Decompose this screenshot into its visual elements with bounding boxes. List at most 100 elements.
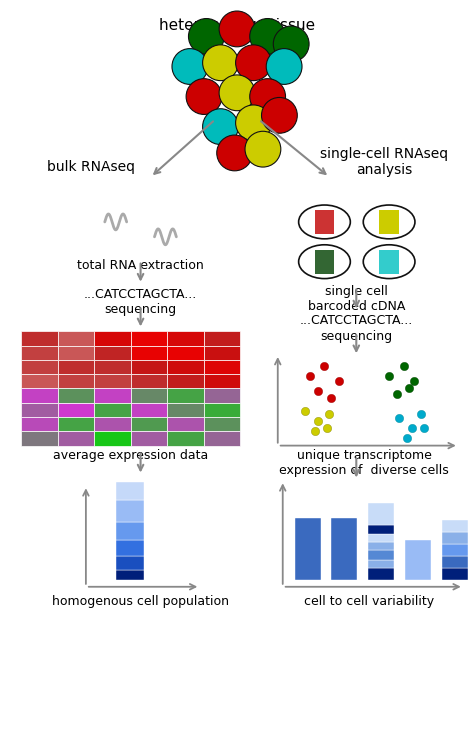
Circle shape — [250, 79, 285, 114]
Text: cell to cell variability: cell to cell variability — [304, 595, 434, 608]
Bar — [167, 331, 203, 345]
Circle shape — [172, 48, 208, 85]
Bar — [116, 556, 144, 570]
Bar — [442, 556, 468, 568]
Bar — [203, 331, 240, 345]
Bar — [203, 417, 240, 432]
Bar — [379, 210, 399, 234]
Bar — [167, 345, 203, 360]
Bar — [58, 403, 94, 417]
Text: sequencing: sequencing — [320, 330, 392, 343]
Bar — [442, 532, 468, 544]
Bar — [203, 345, 240, 360]
Circle shape — [202, 45, 238, 81]
Text: heterogenous tissue: heterogenous tissue — [159, 18, 315, 33]
Bar — [167, 432, 203, 445]
Bar — [94, 374, 131, 389]
Bar — [116, 570, 144, 580]
Bar — [315, 249, 335, 274]
Text: total RNA extraction: total RNA extraction — [77, 259, 204, 271]
Bar — [58, 432, 94, 445]
Bar — [368, 503, 394, 525]
Bar — [94, 331, 131, 345]
Bar — [131, 417, 167, 432]
Text: sequencing: sequencing — [104, 303, 177, 317]
Circle shape — [262, 98, 297, 133]
Text: homogenous cell population: homogenous cell population — [52, 595, 229, 608]
Ellipse shape — [299, 245, 350, 279]
Bar — [21, 331, 58, 345]
Circle shape — [266, 48, 302, 85]
Circle shape — [236, 45, 272, 81]
Ellipse shape — [363, 205, 415, 239]
Circle shape — [219, 75, 255, 110]
Text: single cell
barcoded cDNA: single cell barcoded cDNA — [308, 284, 405, 312]
Circle shape — [186, 79, 222, 114]
Bar — [58, 331, 94, 345]
Bar — [21, 432, 58, 445]
Circle shape — [236, 105, 272, 141]
Bar — [21, 360, 58, 374]
Bar — [203, 374, 240, 389]
Circle shape — [250, 19, 285, 54]
Bar — [167, 374, 203, 389]
Circle shape — [217, 135, 253, 171]
Bar — [58, 360, 94, 374]
Bar — [94, 417, 131, 432]
Circle shape — [202, 109, 238, 144]
Bar — [21, 389, 58, 403]
Bar — [94, 345, 131, 360]
Bar — [315, 210, 335, 234]
Bar — [131, 374, 167, 389]
Bar — [203, 360, 240, 374]
Circle shape — [189, 19, 224, 54]
Text: bulk RNAseq: bulk RNAseq — [47, 160, 135, 174]
Bar — [167, 417, 203, 432]
Ellipse shape — [299, 205, 350, 239]
Bar — [116, 482, 144, 500]
Bar — [167, 389, 203, 403]
Bar — [58, 374, 94, 389]
Text: average expression data: average expression data — [53, 448, 208, 462]
Bar — [167, 360, 203, 374]
Bar — [94, 403, 131, 417]
Text: unique transcriptome
expression of  diverse cells: unique transcriptome expression of diver… — [279, 448, 449, 476]
Bar — [295, 518, 320, 580]
Bar — [203, 432, 240, 445]
Bar — [94, 360, 131, 374]
Bar — [94, 389, 131, 403]
Bar — [131, 360, 167, 374]
Bar — [368, 534, 394, 542]
Bar — [203, 389, 240, 403]
Bar — [131, 331, 167, 345]
Bar — [368, 560, 394, 568]
Bar — [116, 540, 144, 556]
Bar — [442, 520, 468, 532]
Circle shape — [273, 26, 309, 62]
Bar — [116, 522, 144, 540]
Bar — [21, 403, 58, 417]
Bar — [405, 540, 431, 580]
Text: ...CATCCTAGCTA...: ...CATCCTAGCTA... — [300, 314, 413, 327]
Bar — [131, 432, 167, 445]
Ellipse shape — [363, 245, 415, 279]
Bar — [368, 525, 394, 534]
Bar — [58, 417, 94, 432]
Bar — [167, 403, 203, 417]
Bar — [21, 374, 58, 389]
Bar — [379, 249, 399, 274]
Bar — [58, 345, 94, 360]
Bar — [368, 542, 394, 550]
Circle shape — [245, 132, 281, 167]
Bar — [331, 518, 357, 580]
Circle shape — [219, 11, 255, 47]
Text: ...CATCCTAGCTA...: ...CATCCTAGCTA... — [84, 287, 197, 301]
Bar — [131, 345, 167, 360]
Bar — [203, 403, 240, 417]
Bar — [131, 389, 167, 403]
Bar — [368, 550, 394, 560]
Bar — [442, 568, 468, 580]
Bar — [116, 500, 144, 522]
Bar — [368, 568, 394, 580]
Bar — [21, 417, 58, 432]
